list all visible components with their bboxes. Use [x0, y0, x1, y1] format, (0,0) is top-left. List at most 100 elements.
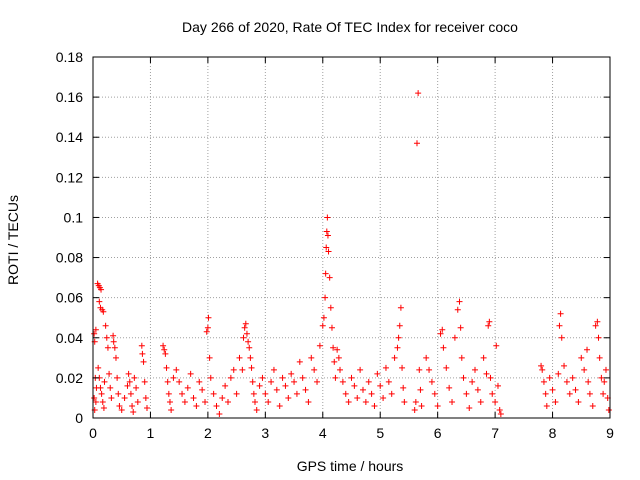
data-point — [203, 328, 210, 335]
y-tick-label: 0.06 — [56, 290, 83, 306]
data-point — [112, 354, 119, 361]
data-point — [230, 366, 237, 373]
data-point — [330, 344, 337, 351]
data-point — [563, 378, 570, 385]
data-point — [270, 366, 277, 373]
data-point — [382, 364, 389, 371]
data-point — [592, 322, 599, 329]
data-point — [401, 398, 408, 405]
data-point — [395, 334, 402, 341]
data-point — [92, 326, 99, 333]
data-point — [324, 232, 331, 239]
data-point — [100, 308, 107, 315]
data-point — [285, 394, 292, 401]
data-point — [540, 378, 547, 385]
data-point — [391, 354, 398, 361]
data-point — [595, 334, 602, 341]
data-point — [397, 304, 404, 311]
data-point — [131, 374, 138, 381]
data-point — [601, 378, 608, 385]
data-point — [546, 374, 553, 381]
data-point — [431, 390, 438, 397]
data-point — [434, 402, 441, 409]
data-point — [166, 398, 173, 405]
plot-frame — [92, 56, 611, 419]
data-point — [497, 410, 504, 417]
data-point — [357, 366, 364, 373]
data-point — [98, 286, 105, 293]
data-point — [243, 330, 250, 337]
data-point — [240, 334, 247, 341]
data-point — [335, 354, 342, 361]
data-point — [542, 390, 549, 397]
data-point — [224, 398, 231, 405]
data-point — [279, 374, 286, 381]
data-point — [124, 382, 131, 389]
data-point — [163, 364, 170, 371]
data-point — [95, 364, 102, 371]
data-point — [417, 386, 424, 393]
data-point — [496, 406, 503, 413]
data-point — [181, 398, 188, 405]
data-point — [437, 330, 444, 337]
y-tick-label: 0.18 — [56, 49, 83, 65]
data-point — [103, 334, 110, 341]
data-point — [143, 404, 150, 411]
data-point — [91, 330, 98, 337]
data-point — [165, 390, 172, 397]
data-point — [458, 354, 465, 361]
data-point — [173, 366, 180, 373]
data-point — [164, 378, 171, 385]
data-point — [268, 378, 275, 385]
data-point — [190, 394, 197, 401]
x-tick-label: 6 — [434, 425, 442, 441]
data-point — [97, 384, 104, 391]
y-tick-label: 0.04 — [56, 330, 83, 346]
data-point — [489, 390, 496, 397]
data-point — [108, 394, 115, 401]
data-point — [558, 334, 565, 341]
data-point — [323, 244, 330, 251]
data-point — [138, 342, 145, 349]
y-axis-label: ROTI / TECUs — [5, 195, 21, 285]
data-point — [354, 394, 361, 401]
data-point — [596, 354, 603, 361]
data-point — [176, 378, 183, 385]
data-point — [368, 390, 375, 397]
axis-ticks: 0 1 2 3 4 5 6 7 8 9 0 0.02 0.04 0.06 0.08 0.1 0.12 0.14 0.… — [56, 49, 614, 441]
data-point — [291, 378, 298, 385]
data-point — [374, 370, 381, 377]
data-point — [566, 390, 573, 397]
data-point — [100, 404, 107, 411]
data-point — [454, 306, 461, 313]
x-tick-label: 8 — [549, 425, 557, 441]
data-point — [418, 402, 425, 409]
data-point — [205, 314, 212, 321]
data-point — [396, 322, 403, 329]
data-point — [141, 378, 148, 385]
data-point — [323, 228, 330, 235]
data-point — [413, 140, 420, 147]
data-point — [371, 402, 378, 409]
data-point — [412, 398, 419, 405]
data-point — [399, 364, 406, 371]
data-point — [140, 358, 147, 365]
data-point — [121, 394, 128, 401]
data-point — [102, 322, 109, 329]
data-point — [253, 406, 260, 413]
data-point — [207, 374, 214, 381]
data-point — [380, 394, 387, 401]
data-point — [308, 354, 315, 361]
data-point — [457, 324, 464, 331]
data-point — [170, 374, 177, 381]
data-point — [222, 382, 229, 389]
data-point — [423, 354, 430, 361]
data-point — [276, 402, 283, 409]
data-point — [466, 404, 473, 411]
data-point — [342, 390, 349, 397]
data-point — [456, 298, 463, 305]
data-point — [463, 390, 470, 397]
data-point — [99, 398, 106, 405]
data-point — [351, 382, 358, 389]
data-point — [293, 390, 300, 397]
